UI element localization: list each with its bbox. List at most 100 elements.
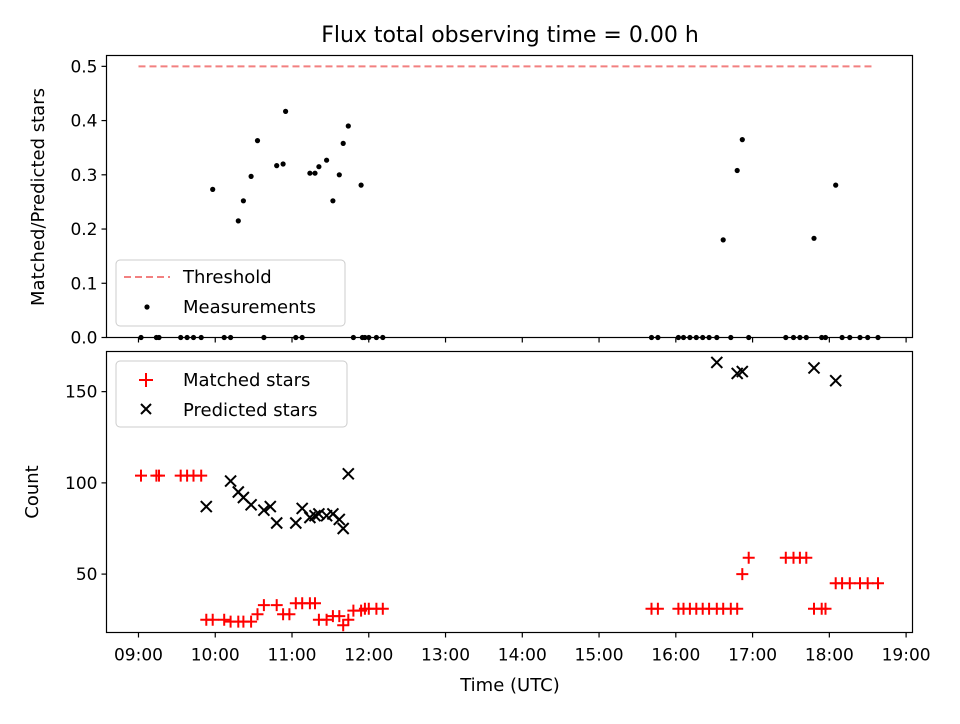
measurement-point — [312, 170, 318, 176]
bottom-x-tick-label: 13:00 — [421, 646, 470, 666]
top-y-tick-label: 0.5 — [70, 57, 97, 77]
matched-star-point — [153, 469, 165, 482]
bottom-legend: Matched stars Predicted stars — [115, 360, 348, 428]
measurement-point — [210, 186, 216, 192]
top-plot-area — [138, 65, 881, 341]
bottom-x-tick-label: 14:00 — [498, 646, 547, 666]
matched-star-point — [651, 602, 664, 615]
predicted-star-point — [342, 467, 355, 481]
matched-star-point — [736, 568, 749, 581]
bottom-x-tick-label: 11:00 — [268, 646, 317, 666]
legend-measurements-label: Measurements — [183, 297, 316, 318]
measurement-point — [336, 172, 342, 178]
matched-star-point — [819, 602, 832, 615]
bottom-x-tick-label: 15:00 — [575, 646, 624, 666]
matched-star-point — [742, 551, 755, 564]
measurement-point — [248, 173, 254, 179]
matched-star-point — [320, 613, 333, 626]
top-y-tick-label: 0.2 — [70, 220, 97, 240]
bottom-y-tick-label: 150 — [65, 383, 97, 403]
bottom-plot-area — [135, 356, 884, 632]
measurement-point — [330, 198, 336, 204]
bottom-y-tick-label: 100 — [65, 474, 97, 494]
bottom-y-tick-label: 50 — [76, 565, 98, 585]
matched-star-point — [800, 551, 813, 564]
bottom-x-tick-label: 17:00 — [728, 646, 777, 666]
top-panel-title: Flux total observing time = 0.00 h — [321, 23, 699, 48]
top-panel: Flux total observing time = 0.00 h 0.00.… — [28, 23, 914, 349]
measurement-point — [274, 163, 280, 169]
top-y-tick-label: 0.4 — [70, 112, 97, 132]
top-y-tick-label: 0.3 — [70, 166, 97, 186]
measurement-point — [324, 157, 330, 163]
top-x-axis — [137, 337, 907, 343]
bottom-panel-frame — [105, 350, 914, 634]
predicted-star-point — [264, 500, 277, 513]
predicted-star-point — [224, 474, 237, 488]
measurement-point — [254, 138, 261, 144]
matched-star-point — [251, 608, 264, 621]
bottom-x-tick-label: 18:00 — [805, 646, 854, 666]
measurement-point — [316, 164, 322, 170]
bottom-y-axis: 50 100 150 — [65, 383, 107, 585]
measurement-point — [235, 218, 241, 224]
matched-star-point — [245, 615, 258, 628]
measurement-point — [734, 167, 740, 174]
top-y-axis: 0.0 0.1 0.2 0.3 0.4 0.5 — [70, 57, 107, 349]
predicted-star-point — [308, 509, 322, 522]
predicted-star-point — [289, 516, 303, 530]
top-legend-box — [115, 259, 346, 327]
predicted-star-point — [257, 503, 271, 517]
matched-star-point — [376, 602, 389, 615]
legend-matched-swatch — [139, 373, 153, 387]
matched-star-point — [309, 597, 321, 610]
measurement-point — [345, 123, 351, 129]
predicted-star-point — [333, 513, 346, 526]
matched-star-point — [843, 577, 856, 590]
top-y-tick-label: 0.1 — [70, 274, 97, 294]
bottom-x-tick-label: 12:00 — [344, 646, 393, 666]
predicted-star-point — [807, 361, 821, 375]
bottom-x-tick-label: 10:00 — [191, 646, 240, 666]
legend-matched-label: Matched stars — [183, 370, 310, 391]
bottom-legend-box — [115, 360, 348, 428]
bottom-x-tick-label: 09:00 — [114, 646, 163, 666]
top-y-axis-label: Matched/Predicted stars — [28, 88, 49, 306]
matched-star-point — [206, 613, 219, 626]
matched-star-point — [731, 602, 744, 615]
bottom-x-tick-label: 16:00 — [651, 646, 700, 666]
measurement-point — [358, 182, 364, 188]
measurement-point — [340, 140, 346, 146]
matched-star-point — [342, 613, 355, 626]
measurement-point — [811, 235, 817, 241]
matched-star-point — [270, 599, 283, 612]
bottom-panel: 50 100 150 09:00 10:00 11:00 12:00 13:00 14:00 1… — [22, 350, 931, 696]
top-y-tick-label: 0.0 — [70, 329, 97, 349]
legend-measurements-swatch — [144, 304, 150, 310]
measurement-point — [833, 182, 839, 188]
bottom-x-axis: 09:00 10:00 11:00 12:00 13:00 14:00 15:00 16:00… — [114, 632, 931, 666]
matched-star-point — [283, 608, 296, 621]
legend-predicted-label: Predicted stars — [183, 400, 317, 421]
matched-star-point — [872, 577, 884, 590]
measurement-point — [720, 237, 726, 243]
measurement-point — [280, 161, 286, 167]
measurement-point — [240, 198, 246, 204]
matched-star-point — [257, 599, 270, 612]
matched-star-point — [135, 469, 147, 482]
bottom-x-tick-label: 19:00 — [882, 646, 931, 666]
legend-predicted-swatch — [140, 403, 152, 415]
matched-star-point — [337, 619, 350, 632]
predicted-star-point — [710, 356, 724, 369]
measurement-point — [739, 137, 745, 143]
predicted-star-point — [200, 500, 213, 513]
matched-star-point — [861, 577, 874, 590]
top-panel-frame — [105, 54, 914, 339]
matched-star-point — [333, 610, 346, 623]
predicted-star-point — [270, 516, 283, 530]
top-legend: Threshold Measurements — [115, 259, 346, 327]
legend-threshold-label: Threshold — [182, 267, 272, 288]
matched-star-point — [218, 613, 231, 626]
bottom-y-axis-label: Count — [22, 465, 43, 518]
